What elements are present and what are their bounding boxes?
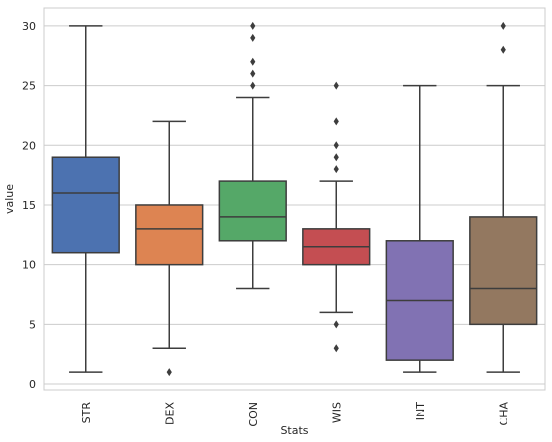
x-axis-label: Stats bbox=[280, 424, 308, 437]
outlier-point bbox=[250, 21, 256, 30]
outlier-point bbox=[333, 117, 339, 126]
outlier-point bbox=[250, 69, 256, 78]
x-tick-label-cha: CHA bbox=[497, 402, 510, 426]
box-wis bbox=[302, 81, 371, 353]
y-tick-label-25: 25 bbox=[22, 80, 36, 93]
y-tick-label-30: 30 bbox=[22, 20, 36, 33]
outlier-point bbox=[333, 344, 339, 353]
y-tick-label-15: 15 bbox=[22, 199, 36, 212]
grid-lines bbox=[44, 25, 545, 385]
box-iqr bbox=[135, 204, 204, 266]
y-tick-label-0: 0 bbox=[29, 378, 36, 391]
watermark-text: DeepHub IMBA bbox=[441, 412, 539, 427]
boxes bbox=[51, 21, 538, 377]
outlier-point bbox=[333, 81, 339, 90]
y-tick-label-5: 5 bbox=[29, 318, 36, 331]
box-int bbox=[385, 84, 454, 373]
x-tick-label-int: INT bbox=[414, 402, 427, 420]
box-iqr bbox=[51, 156, 120, 254]
outlier-point bbox=[333, 141, 339, 150]
outlier-point bbox=[250, 57, 256, 66]
y-axis-label: value bbox=[3, 184, 16, 214]
outlier-point bbox=[250, 33, 256, 42]
plot-frame bbox=[43, 7, 546, 391]
outlier-point bbox=[166, 368, 172, 377]
x-tick-label-wis: WIS bbox=[330, 402, 343, 423]
outlier-point bbox=[500, 21, 506, 30]
box-iqr bbox=[218, 180, 287, 242]
y-tick-label-20: 20 bbox=[22, 139, 36, 152]
x-tick-label-dex: DEX bbox=[163, 402, 176, 425]
box-con bbox=[218, 21, 287, 290]
watermark: DeepHub IMBA bbox=[414, 411, 539, 428]
outlier-point bbox=[333, 165, 339, 174]
box-str bbox=[51, 25, 120, 373]
outlier-point bbox=[250, 81, 256, 90]
outlier-point bbox=[333, 153, 339, 162]
box-cha bbox=[469, 21, 538, 373]
tick-labels: 0 5 10 15 20 25 30 STR DEX CON WIS INT CHA bbox=[22, 20, 510, 427]
y-tick-label-10: 10 bbox=[22, 259, 36, 272]
x-tick-label-con: CON bbox=[247, 402, 260, 427]
outlier-point bbox=[500, 45, 506, 54]
x-tick-label-str: STR bbox=[80, 402, 93, 424]
outlier-point bbox=[333, 320, 339, 329]
wechat-icon bbox=[414, 411, 434, 428]
box-dex bbox=[135, 120, 204, 377]
box-iqr bbox=[469, 216, 538, 326]
